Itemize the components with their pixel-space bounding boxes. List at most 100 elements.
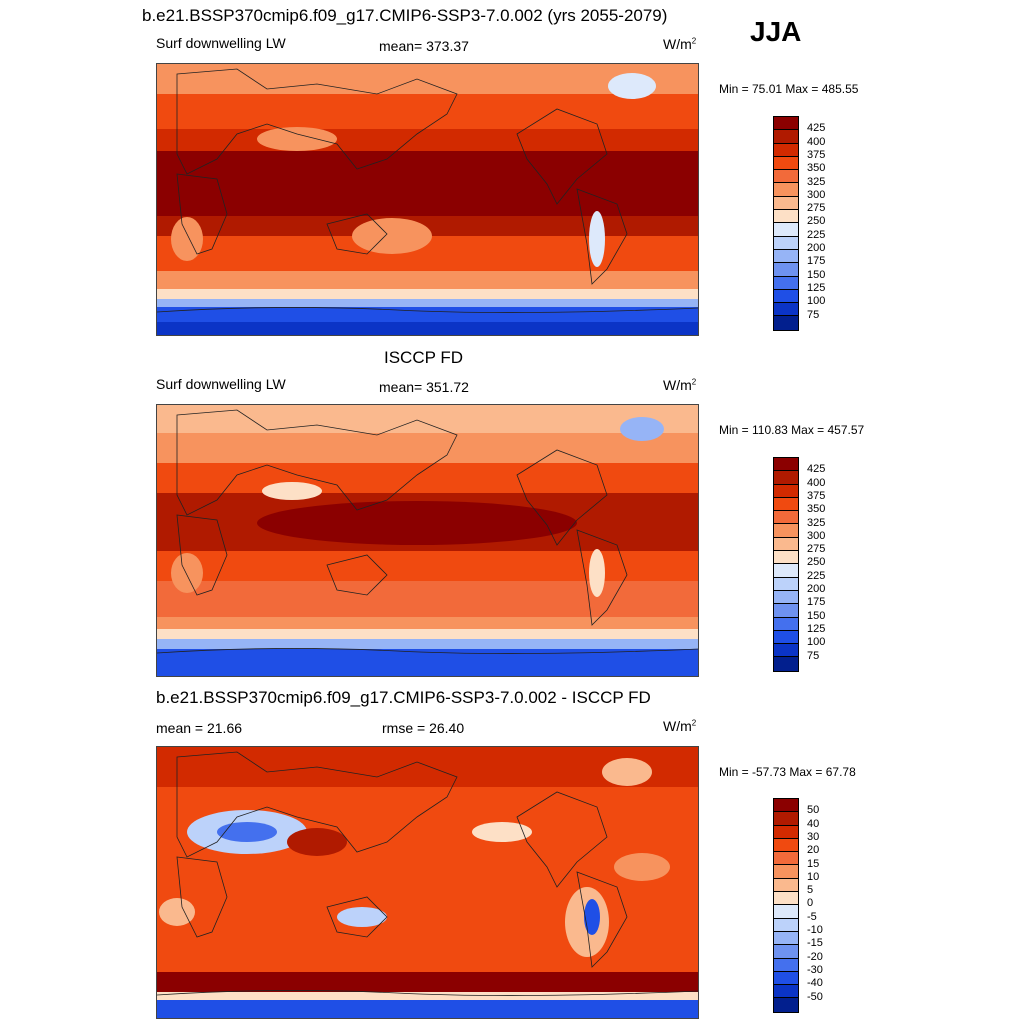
colorbar-swatch	[774, 289, 798, 304]
colorbar-swatch	[774, 590, 798, 605]
panel-2-variable-label: Surf downwelling LW	[156, 376, 286, 392]
colorbar-swatch	[774, 985, 798, 999]
colorbar-tick-label: 50	[807, 804, 820, 817]
colorbar-tick-label: 150	[807, 268, 826, 281]
colorbar-tick-label: 40	[807, 817, 820, 830]
panel-1-mean-label: mean= 373.37	[379, 38, 469, 54]
colorbar-swatch	[774, 604, 798, 618]
colorbar-swatch	[774, 892, 798, 906]
colorbar-swatch	[774, 537, 798, 552]
panel-3-mean-label: mean = 21.66	[156, 720, 243, 736]
colorbar-tick-label: 400	[807, 135, 826, 148]
colorbar-tick-label: 200	[807, 242, 826, 254]
panel-3-title: b.e21.BSSP370cmip6.f09_g17.CMIP6-SSP3-7.…	[156, 688, 651, 707]
colorbar-swatch	[774, 644, 798, 658]
colorbar-swatch	[774, 316, 798, 330]
colorbar-tick-label: -20	[807, 950, 823, 963]
figure-title: b.e21.BSSP370cmip6.f09_g17.CMIP6-SSP3-7.…	[142, 6, 668, 25]
colorbar-tick-label: 30	[807, 830, 820, 843]
colorbar-swatch	[774, 931, 798, 946]
colorbar-tick-label: 425	[807, 122, 826, 135]
colorbar-swatch	[774, 156, 798, 171]
colorbar-tick-label: 175	[807, 255, 826, 268]
colorbar-swatch	[774, 170, 798, 184]
colorbar-swatch	[774, 878, 798, 893]
colorbar-swatch	[774, 130, 798, 144]
colorbar-tick-label: 5	[807, 884, 814, 897]
colorbar-tick-label: 375	[807, 489, 826, 502]
panel-1-units: W/m2	[663, 36, 697, 52]
colorbar-swatch	[774, 838, 798, 853]
colorbar-swatch	[774, 551, 798, 565]
colorbar-tick-label: 250	[807, 215, 826, 228]
colorbar-tick-label: -50	[807, 990, 823, 1003]
panel-3-map-field	[157, 747, 698, 1018]
colorbar-tick-label: 350	[807, 503, 826, 516]
panel-2-colorbar	[773, 457, 799, 672]
colorbar-swatch	[774, 471, 798, 485]
colorbar-swatch	[774, 183, 798, 197]
colorbar-swatch	[774, 998, 798, 1012]
colorbar-swatch	[774, 918, 798, 932]
colorbar-swatch	[774, 236, 798, 250]
colorbar-swatch	[774, 263, 798, 277]
colorbar-swatch	[774, 511, 798, 525]
colorbar-swatch	[774, 117, 798, 131]
panel-2-minmax: Min = 110.83 Max = 457.57	[719, 423, 865, 437]
panel-1-minmax: Min = 75.01 Max = 485.55	[719, 82, 859, 96]
colorbar-swatch	[774, 458, 798, 472]
colorbar-tick-label: 15	[807, 857, 820, 870]
colorbar-tick-label: 0	[807, 897, 814, 910]
colorbar-tick-label: 125	[807, 281, 826, 294]
colorbar-swatch	[774, 524, 798, 538]
panel-2-map-field	[157, 405, 698, 676]
colorbar-swatch	[774, 945, 798, 959]
colorbar-tick-label: 375	[807, 148, 826, 161]
colorbar-tick-label: 350	[807, 162, 826, 175]
panel-3-rmse-label: rmse = 26.40	[382, 720, 465, 736]
colorbar-tick-label: 250	[807, 556, 826, 569]
colorbar-tick-label: 275	[807, 202, 826, 215]
colorbar-tick-label: 20	[807, 844, 820, 857]
colorbar-tick-label: 125	[807, 622, 826, 635]
colorbar-tick-label: 175	[807, 596, 826, 609]
colorbar-swatch	[774, 971, 798, 986]
colorbar-swatch	[774, 657, 798, 671]
colorbar-tick-label: -30	[807, 963, 823, 976]
colorbar-swatch	[774, 825, 798, 839]
colorbar-swatch	[774, 210, 798, 224]
colorbar-tick-label: 150	[807, 609, 826, 622]
colorbar-swatch	[774, 249, 798, 264]
colorbar-tick-label: -5	[807, 910, 817, 923]
colorbar-tick-label: 300	[807, 529, 826, 542]
colorbar-tick-label: 100	[807, 636, 826, 649]
panel-2-mean-label: mean= 351.72	[379, 379, 469, 395]
colorbar-tick-label: 75	[807, 649, 820, 662]
panel-1-variable-label: Surf downwelling LW	[156, 35, 286, 51]
panel-2-title: ISCCP FD	[384, 348, 464, 367]
panel-3-colorbar	[773, 798, 799, 1013]
colorbar-swatch	[774, 223, 798, 237]
colorbar-swatch	[774, 865, 798, 879]
colorbar-swatch	[774, 564, 798, 578]
colorbar-tick-label: -15	[807, 937, 823, 950]
panel-2-units: W/m2	[663, 377, 697, 393]
panel-1-colorbar	[773, 116, 799, 331]
colorbar-swatch	[774, 497, 798, 512]
panel-1-map-field	[157, 64, 698, 335]
colorbar-tick-label: 425	[807, 463, 826, 476]
panel-1-map	[156, 63, 699, 336]
colorbar-tick-label: 225	[807, 228, 826, 241]
colorbar-swatch	[774, 958, 798, 972]
colorbar-tick-label: 200	[807, 583, 826, 595]
colorbar-swatch	[774, 617, 798, 631]
colorbar-tick-label: 10	[807, 870, 820, 883]
colorbar-tick-label: -10	[807, 924, 823, 936]
colorbar-tick-label: 325	[807, 516, 826, 529]
colorbar-tick-label: 75	[807, 308, 820, 321]
colorbar-swatch	[774, 799, 798, 813]
colorbar-tick-label: 225	[807, 569, 826, 582]
season-label: JJA	[750, 16, 802, 47]
colorbar-swatch	[774, 143, 798, 157]
colorbar-tick-label: 325	[807, 175, 826, 188]
